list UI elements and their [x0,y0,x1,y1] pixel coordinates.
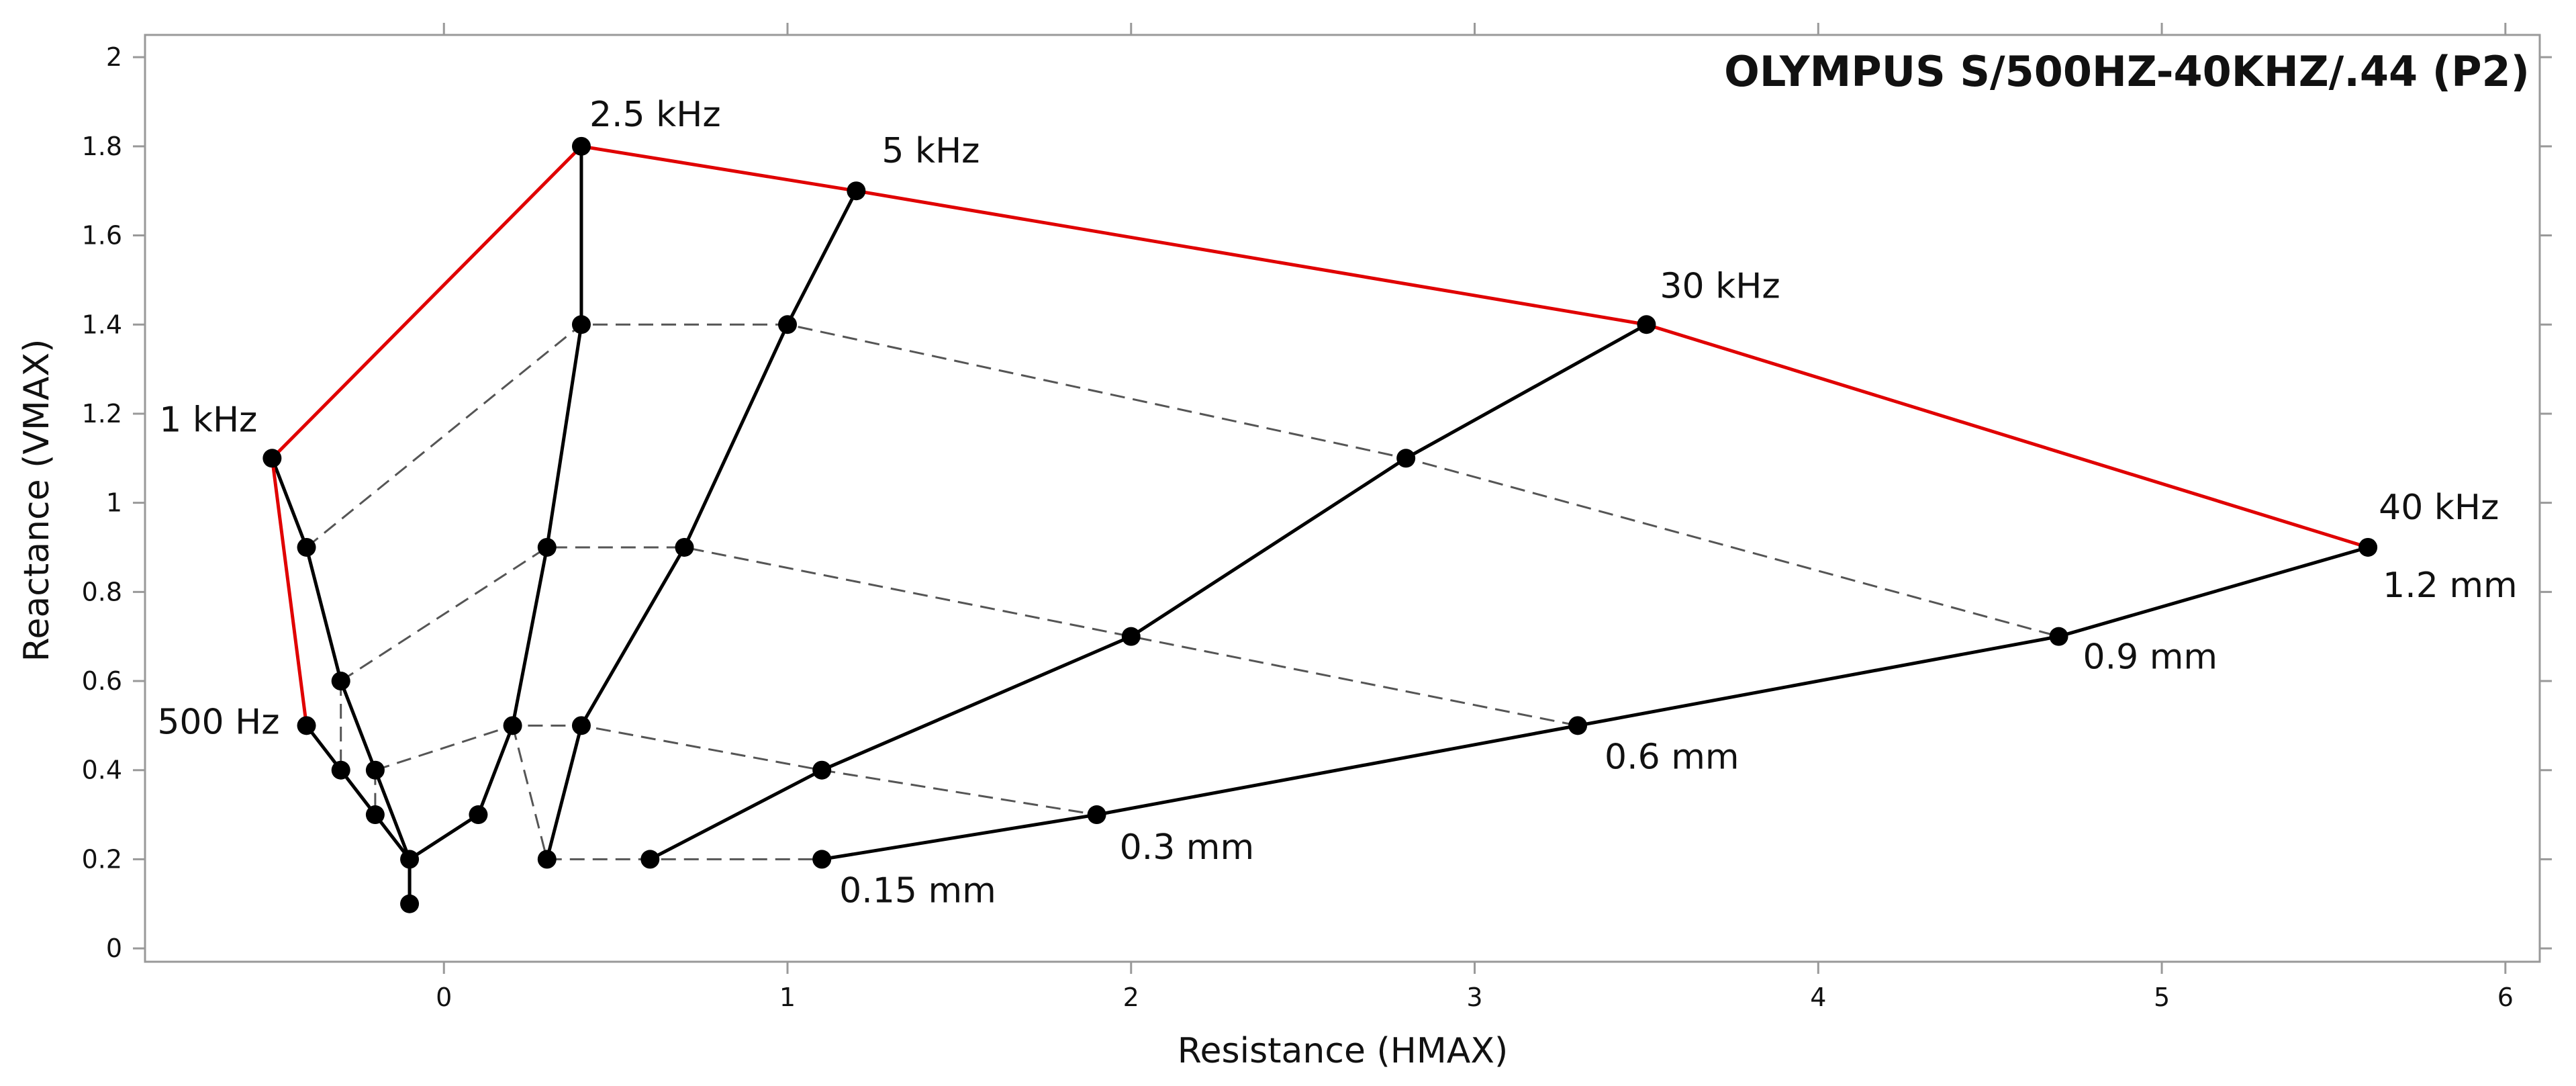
y-tick-label: 0.6 [82,666,122,696]
data-point [571,136,591,156]
data-point [537,537,557,557]
x-axis-ticks: 0 1 2 3 4 5 6 [436,23,2514,1012]
data-points [263,136,2378,913]
depth-label: 0.6 mm [1605,737,1739,777]
series-lines [270,144,2369,904]
point-labels: 500 Hz 1 kHz 2.5 kHz 5 kHz 30 kHz 40 kHz 0.15 … [157,95,2517,911]
data-point [571,315,591,334]
data-point [812,760,832,780]
data-point [297,716,316,735]
data-point [537,850,557,869]
y-tick-label: 0.4 [82,756,122,785]
data-point [847,181,866,201]
data-point [469,805,488,825]
y-tick-label: 0.8 [82,577,122,606]
data-point [263,449,282,468]
y-tick-label: 2 [106,42,122,72]
depth-label: 0.9 mm [2083,637,2218,678]
frequency-label: 30 kHz [1660,266,1780,306]
x-tick-label: 4 [1810,983,1826,1012]
y-tick-label: 0 [106,934,122,963]
series-line [270,144,2369,726]
data-point [503,716,522,735]
data-point [365,760,385,780]
data-point [571,716,591,735]
depth-label: 0.15 mm [839,870,996,911]
frequency-label: 2.5 kHz [589,95,721,135]
series-line [512,725,548,860]
series-line [340,546,1578,727]
data-point [1396,449,1416,468]
data-point [1087,805,1106,825]
x-tick-label: 0 [436,983,452,1012]
series-line [821,545,2369,861]
y-axis-title: Reactance (VMAX) [17,339,57,662]
y-tick-label: 1.6 [82,221,122,251]
series-line [408,146,583,861]
data-point [365,805,385,825]
x-tick-label: 5 [2154,983,2170,1012]
y-tick-label: 1.8 [82,132,122,161]
depth-label: 0.3 mm [1120,827,1255,868]
x-tick-label: 2 [1123,983,1139,1012]
x-tick-label: 1 [779,983,796,1012]
x-tick-label: 6 [2497,983,2514,1012]
data-point [2049,627,2068,646]
y-tick-label: 1 [106,488,122,518]
data-point [1121,627,1141,646]
data-point [331,760,350,780]
frequency-label: 500 Hz [157,702,279,742]
frequency-label: 40 kHz [2379,488,2499,528]
data-point [400,850,420,869]
data-point [1637,315,1656,334]
data-point [400,894,420,913]
data-point [297,537,316,557]
y-axis-ticks: 0 0.2 0.4 0.6 0.8 1 1.2 1.4 1.6 1.8 2 [82,42,2552,963]
y-tick-label: 1.2 [82,399,122,428]
frequency-label: 5 kHz [881,131,980,171]
data-point [1568,716,1588,735]
data-point [675,537,694,557]
plot-frame [144,34,2541,963]
frequency-label: 1 kHz [159,400,257,440]
data-point [778,315,797,334]
series-line [649,323,1648,861]
depth-label: 1.2 mm [2383,565,2518,606]
y-tick-label: 1.4 [82,310,122,339]
data-point [812,850,832,869]
data-point [331,672,350,691]
data-point [2358,537,2378,557]
series-line [545,190,858,860]
x-tick-label: 3 [1466,983,1482,1012]
y-tick-label: 0.2 [82,844,122,874]
data-point [640,850,660,869]
chart-title: OLYMPUS S/500HZ-40KHZ/.44 (P2) [1724,47,2530,96]
x-axis-title: Resistance (HMAX) [1178,1031,1508,1071]
